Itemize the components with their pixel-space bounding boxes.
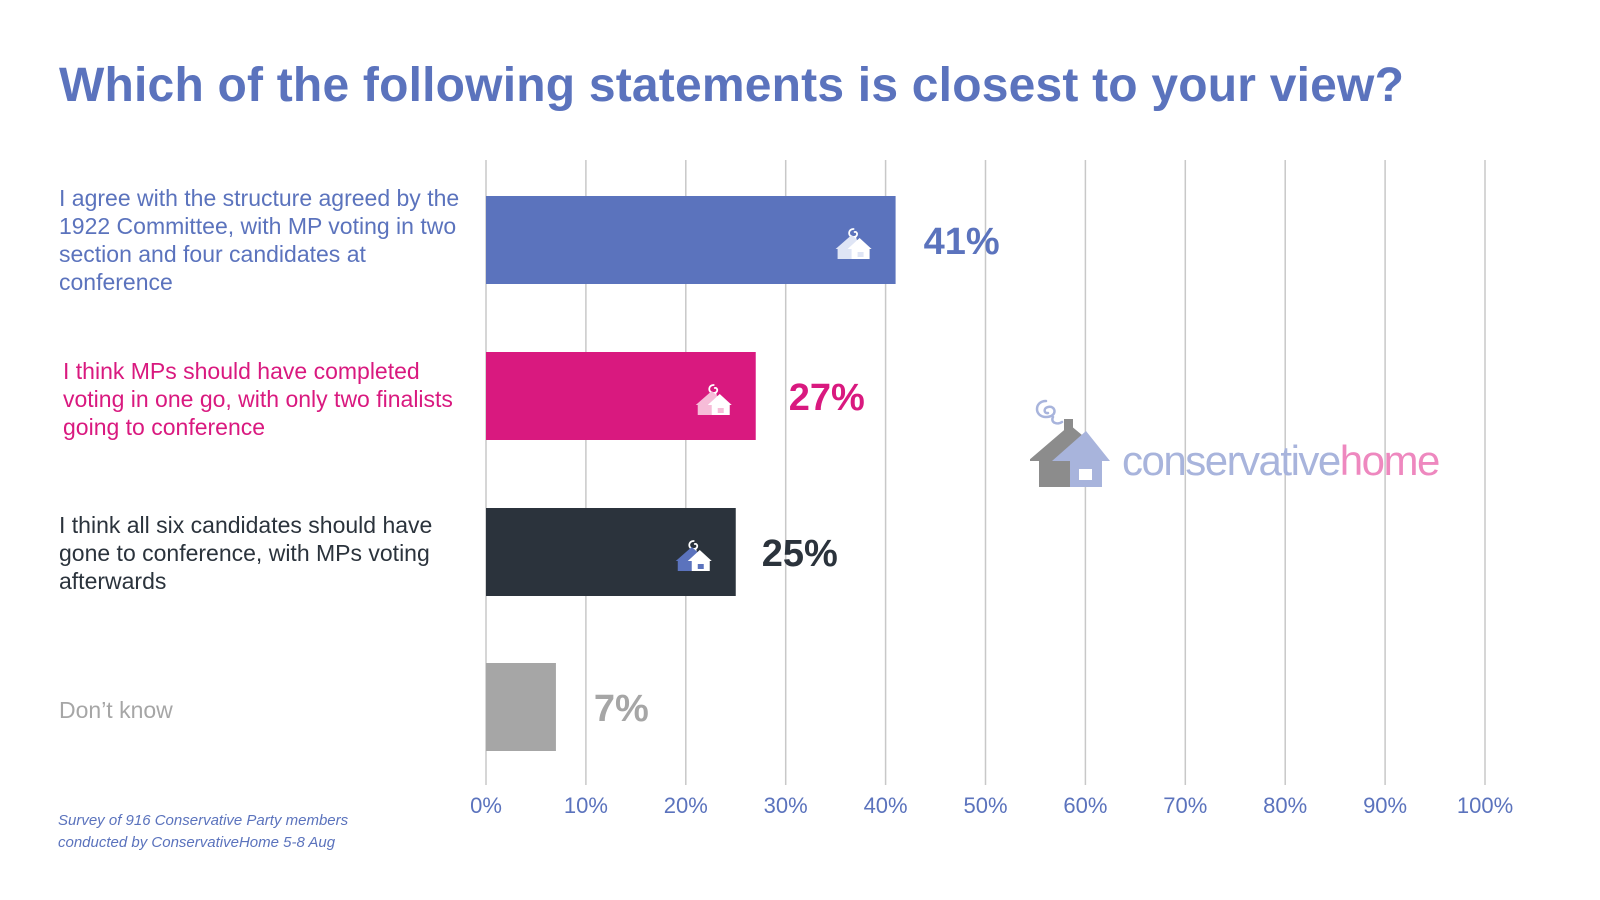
chart-title: Which of the following statements is clo… (59, 59, 1405, 112)
value-label-4: 7% (594, 688, 649, 730)
x-tick-label-0: 0% (470, 793, 502, 818)
category-label-one-go: I think MPs should have completed voting… (63, 358, 453, 440)
x-tick-label-30: 30% (764, 793, 808, 818)
bar-4 (486, 663, 556, 751)
category-label-all-six: I think all six candidates should have g… (59, 512, 433, 594)
x-tick-label-50: 50% (963, 793, 1007, 818)
bar-2-house-icon (695, 384, 732, 415)
bar-3-house-icon (675, 540, 712, 571)
house-logo-icon (1028, 399, 1110, 487)
footnote-line-2: conducted by ConservativeHome 5-8 Aug (58, 834, 336, 851)
x-tick-label-70: 70% (1163, 793, 1207, 818)
x-tick-label-60: 60% (1063, 793, 1107, 818)
x-axis-tick-labels: 0% 10% 20% 30% 40% 50% 60% 70% 80% 90% 100% (470, 793, 1513, 818)
x-tick-label-40: 40% (864, 793, 908, 818)
conservativehome-logo: conservativehome (1028, 395, 1510, 505)
value-label-2: 27% (789, 377, 865, 419)
x-tick-label-90: 90% (1363, 793, 1407, 818)
bars (486, 196, 896, 751)
x-tick-label-10: 10% (564, 793, 608, 818)
logo-wordmark: conservativehome (1122, 437, 1441, 485)
footnote-line-1: Survey of 916 Conservative Party members (58, 812, 349, 829)
category-label-1922-structure: I agree with the structure agreed by the… (59, 185, 460, 295)
survey-footnote: Survey of 916 Conservative Party members… (58, 810, 348, 854)
value-label-1: 41% (924, 221, 1000, 263)
category-label-dont-know: Don’t know (59, 697, 173, 723)
x-tick-label-80: 80% (1263, 793, 1307, 818)
x-tick-label-100: 100% (1457, 793, 1513, 818)
bar-house-icons (675, 228, 872, 571)
value-labels: 41% 27% 25% 7% (594, 221, 1000, 730)
logo-word-conservative: conservative (1122, 437, 1341, 484)
x-tick-label-20: 20% (664, 793, 708, 818)
bar-1 (486, 196, 896, 284)
logo-word-home: home (1339, 437, 1441, 484)
value-label-3: 25% (762, 533, 838, 575)
bar-1-house-icon (835, 228, 872, 259)
